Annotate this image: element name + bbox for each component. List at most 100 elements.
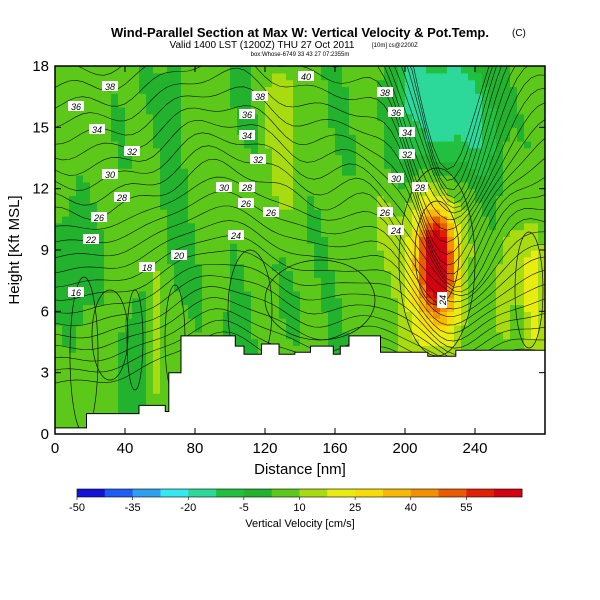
velocity-cell bbox=[69, 413, 77, 421]
velocity-cell bbox=[349, 215, 357, 224]
velocity-cell bbox=[356, 202, 364, 210]
velocity-cell bbox=[258, 202, 266, 210]
velocity-cell bbox=[118, 399, 126, 408]
velocity-cell bbox=[447, 106, 455, 115]
velocity-cell bbox=[174, 290, 182, 299]
velocity-cell bbox=[216, 168, 224, 176]
velocity-cell bbox=[153, 372, 161, 381]
velocity-cell bbox=[209, 290, 217, 299]
velocity-cell bbox=[538, 195, 545, 203]
velocity-cell bbox=[181, 284, 189, 292]
velocity-cell bbox=[349, 243, 357, 251]
velocity-cell bbox=[454, 161, 462, 169]
velocity-cell bbox=[104, 345, 112, 353]
colorbar: -50 -35 -20 -5 10 25 40 55 bbox=[69, 488, 523, 514]
velocity-cell bbox=[447, 140, 455, 149]
velocity-cell bbox=[356, 106, 364, 115]
velocity-cell bbox=[342, 86, 350, 94]
velocity-cell bbox=[440, 120, 448, 128]
velocity-cell bbox=[62, 352, 70, 360]
velocity-cell bbox=[209, 106, 217, 115]
velocity-cell bbox=[524, 147, 532, 156]
velocity-cell bbox=[146, 331, 154, 340]
velocity-cell bbox=[132, 161, 140, 169]
velocity-cell bbox=[489, 338, 497, 346]
velocity-cell bbox=[244, 93, 252, 101]
velocity-cell bbox=[76, 311, 84, 319]
velocity-cell bbox=[167, 297, 175, 306]
chart-subtitle-extra: [10m] cs@2200Z bbox=[372, 43, 418, 49]
velocity-cell bbox=[489, 215, 497, 224]
velocity-cell bbox=[55, 338, 63, 346]
contour-label: 38 bbox=[105, 82, 115, 92]
velocity-cell bbox=[538, 209, 545, 217]
velocity-cell bbox=[363, 318, 371, 326]
isentrope-line bbox=[383, 66, 529, 214]
velocity-cell bbox=[307, 209, 315, 217]
velocity-cell bbox=[104, 263, 112, 272]
velocity-cell bbox=[426, 195, 434, 203]
velocity-cell bbox=[433, 106, 441, 115]
velocity-cell bbox=[510, 324, 518, 333]
velocity-cell bbox=[153, 106, 161, 115]
velocity-cell bbox=[90, 359, 98, 367]
velocity-cell bbox=[398, 263, 406, 272]
velocity-cell bbox=[398, 181, 406, 190]
velocity-cell bbox=[209, 86, 217, 94]
x-tick-label: 0 bbox=[51, 440, 59, 457]
velocity-cell bbox=[454, 140, 462, 149]
velocity-cell bbox=[132, 195, 140, 203]
velocity-cell bbox=[132, 290, 140, 299]
velocity-cell bbox=[363, 215, 371, 224]
velocity-cell bbox=[538, 86, 545, 94]
contour-label-box bbox=[239, 182, 255, 192]
velocity-cell bbox=[153, 311, 161, 319]
velocity-cell bbox=[202, 127, 210, 135]
velocity-cell bbox=[475, 297, 483, 306]
velocity-cell bbox=[300, 250, 308, 258]
velocity-cell bbox=[139, 290, 147, 299]
velocity-cell bbox=[475, 127, 483, 135]
velocity-cell bbox=[223, 100, 231, 108]
contour-label-box bbox=[377, 87, 393, 97]
velocity-cell bbox=[342, 209, 350, 217]
contour-label-box bbox=[252, 91, 268, 101]
velocity-cell bbox=[433, 188, 441, 197]
velocity-cell bbox=[139, 215, 147, 224]
velocity-cell bbox=[475, 106, 483, 115]
velocity-cell bbox=[286, 209, 294, 217]
velocity-cell bbox=[503, 324, 511, 333]
velocity-cell bbox=[188, 284, 196, 292]
velocity-cell bbox=[300, 93, 308, 101]
velocity-cell bbox=[426, 188, 434, 197]
velocity-cell bbox=[398, 338, 406, 346]
velocity-cell bbox=[370, 79, 378, 88]
velocity-cell bbox=[440, 256, 448, 265]
velocity-cell bbox=[132, 72, 140, 81]
velocity-cell bbox=[55, 359, 63, 367]
velocity-cell bbox=[405, 290, 413, 299]
velocity-cell bbox=[524, 318, 532, 326]
velocity-cell bbox=[440, 243, 448, 251]
velocity-cell bbox=[272, 250, 280, 258]
velocity-cell bbox=[454, 345, 462, 353]
velocity-cell bbox=[419, 161, 427, 169]
velocity-cell bbox=[62, 86, 70, 94]
velocity-cell bbox=[97, 195, 105, 203]
velocity-cell bbox=[349, 161, 357, 169]
velocity-cell bbox=[419, 236, 427, 244]
velocity-cell bbox=[90, 154, 98, 162]
velocity-cell bbox=[482, 100, 490, 108]
contour-label: 34 bbox=[402, 128, 412, 138]
velocity-cell bbox=[461, 277, 469, 285]
velocity-cell bbox=[167, 331, 175, 340]
velocity-cell bbox=[265, 270, 273, 278]
velocity-cell bbox=[370, 154, 378, 162]
velocity-cell bbox=[468, 331, 476, 340]
velocity-cell bbox=[510, 168, 518, 176]
velocity-cell bbox=[468, 195, 476, 203]
velocity-cell bbox=[265, 331, 273, 340]
velocity-cell bbox=[433, 147, 441, 156]
velocity-cell bbox=[160, 106, 168, 115]
velocity-cell bbox=[342, 324, 350, 333]
